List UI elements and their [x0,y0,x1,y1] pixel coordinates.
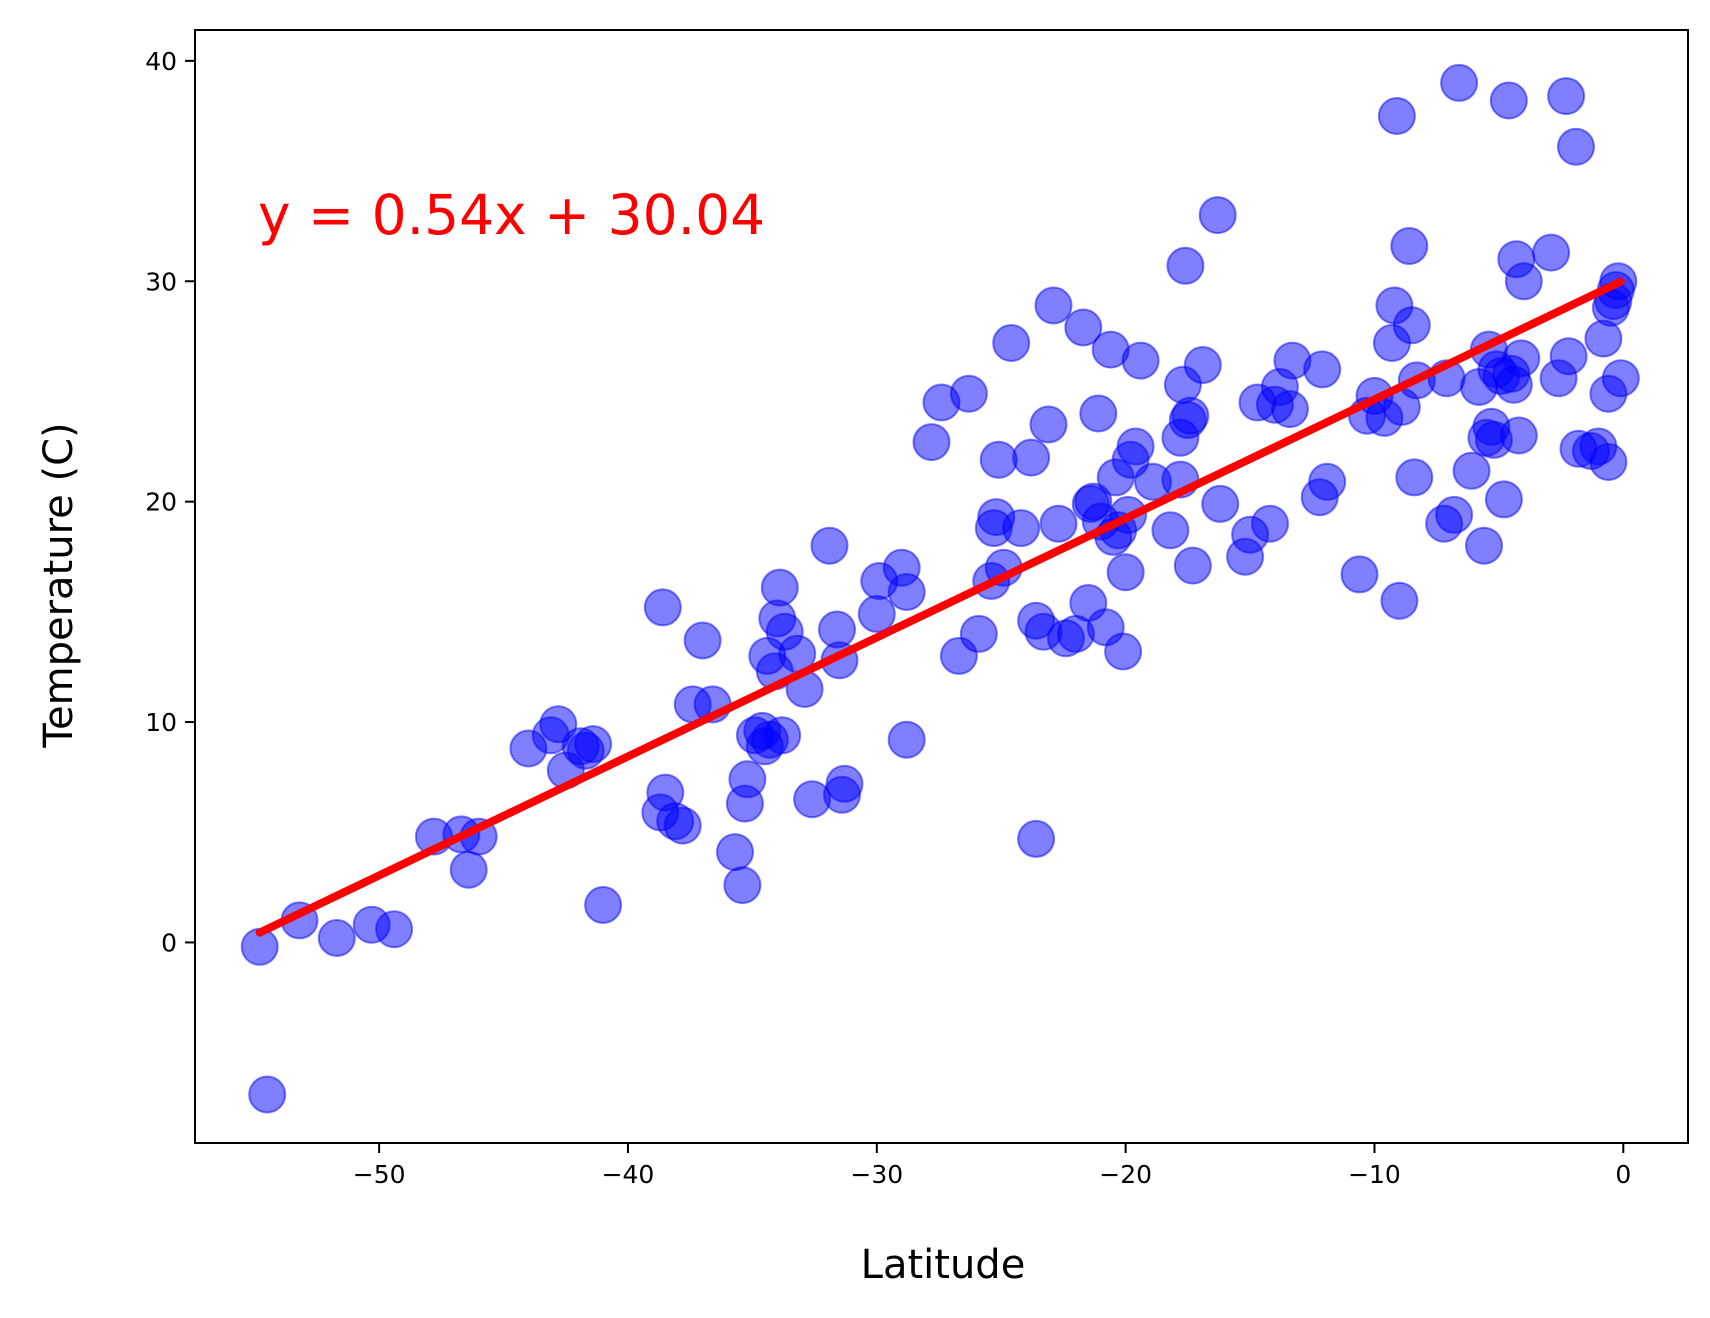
data-point [1166,246,1205,285]
data-point [1377,97,1416,135]
data-point [857,595,896,633]
data-point [1484,480,1523,519]
data-point [1547,77,1586,116]
data-point [1557,127,1595,166]
data-point [1395,458,1434,497]
x-axis-label: Latitude [861,1242,1026,1288]
data-point [1064,308,1103,347]
data-point [716,833,754,872]
y-tick-label: 40 [145,47,177,76]
data-point [584,886,623,924]
data-point [1504,262,1543,301]
data-point [1039,504,1078,543]
data-point [1308,462,1347,501]
y-tick-label: 20 [145,488,177,517]
y-axis-label: Temperature (C) [36,422,82,748]
y-tick-label: 0 [161,928,177,957]
data-point [979,440,1018,479]
data-point [1012,438,1051,477]
data-point [760,568,799,607]
data-point [1183,346,1222,384]
data-point [1392,306,1431,345]
x-tick-label: −30 [850,1160,903,1189]
data-point [1502,339,1541,378]
data-point [1465,526,1503,565]
data-point [959,614,998,653]
data-point [1380,581,1419,620]
regression-line [255,277,1625,937]
data-point [1034,286,1073,325]
data-point [663,806,702,845]
data-point [1390,227,1429,265]
data-point [1440,63,1479,102]
data-point [1151,511,1190,550]
data-point [1106,553,1145,592]
data-point [1589,443,1628,481]
x-axis-ticks: −50 −40 −30 −20 −10 0 [353,1143,1631,1189]
data-point [1121,341,1160,380]
data-point [1340,555,1379,594]
data-point [574,725,613,764]
data-point [887,573,926,611]
data-point [1452,451,1491,490]
data-point [248,1075,287,1114]
data-point [763,716,802,755]
data-point [1499,416,1538,455]
data-point [1029,405,1068,444]
x-tick-label: −10 [1348,1160,1401,1189]
data-point [825,764,864,803]
data-point [1201,484,1240,523]
data-point [1251,504,1289,543]
x-tick-label: −20 [1099,1160,1152,1189]
y-tick-label: 30 [145,267,177,296]
scatter-points [240,63,1640,1114]
data-point [728,760,767,799]
data-point [449,850,488,889]
data-point [949,374,988,413]
data-point [1198,196,1237,235]
data-point [643,588,682,627]
data-point [683,621,722,660]
data-point [912,423,951,462]
data-point [1002,509,1041,548]
data-point [1435,495,1474,534]
data-point [1116,427,1155,466]
data-point [992,324,1031,362]
data-point [1601,359,1640,398]
y-tick-label: 10 [145,708,177,737]
data-point [1173,546,1212,585]
data-point [1079,394,1118,433]
x-tick-label: −40 [602,1160,655,1189]
data-point [887,720,926,759]
data-point [1489,81,1528,120]
data-point [1270,390,1309,429]
data-point [375,910,414,949]
data-point [810,526,849,565]
regression-equation: y = 0.54x + 30.04 [258,183,765,247]
x-tick-label: 0 [1615,1160,1631,1189]
data-point [317,919,356,957]
x-tick-label: −50 [353,1160,406,1189]
data-point [723,866,762,905]
data-point [1104,632,1143,671]
data-point [1549,337,1588,376]
y-axis-ticks: 0 10 20 30 40 [145,47,195,957]
plot-frame [194,29,1689,1144]
data-point [1303,350,1342,389]
data-point [1532,233,1571,272]
plot-area [195,30,1688,1143]
data-point [1017,819,1056,858]
data-point [1171,396,1210,435]
